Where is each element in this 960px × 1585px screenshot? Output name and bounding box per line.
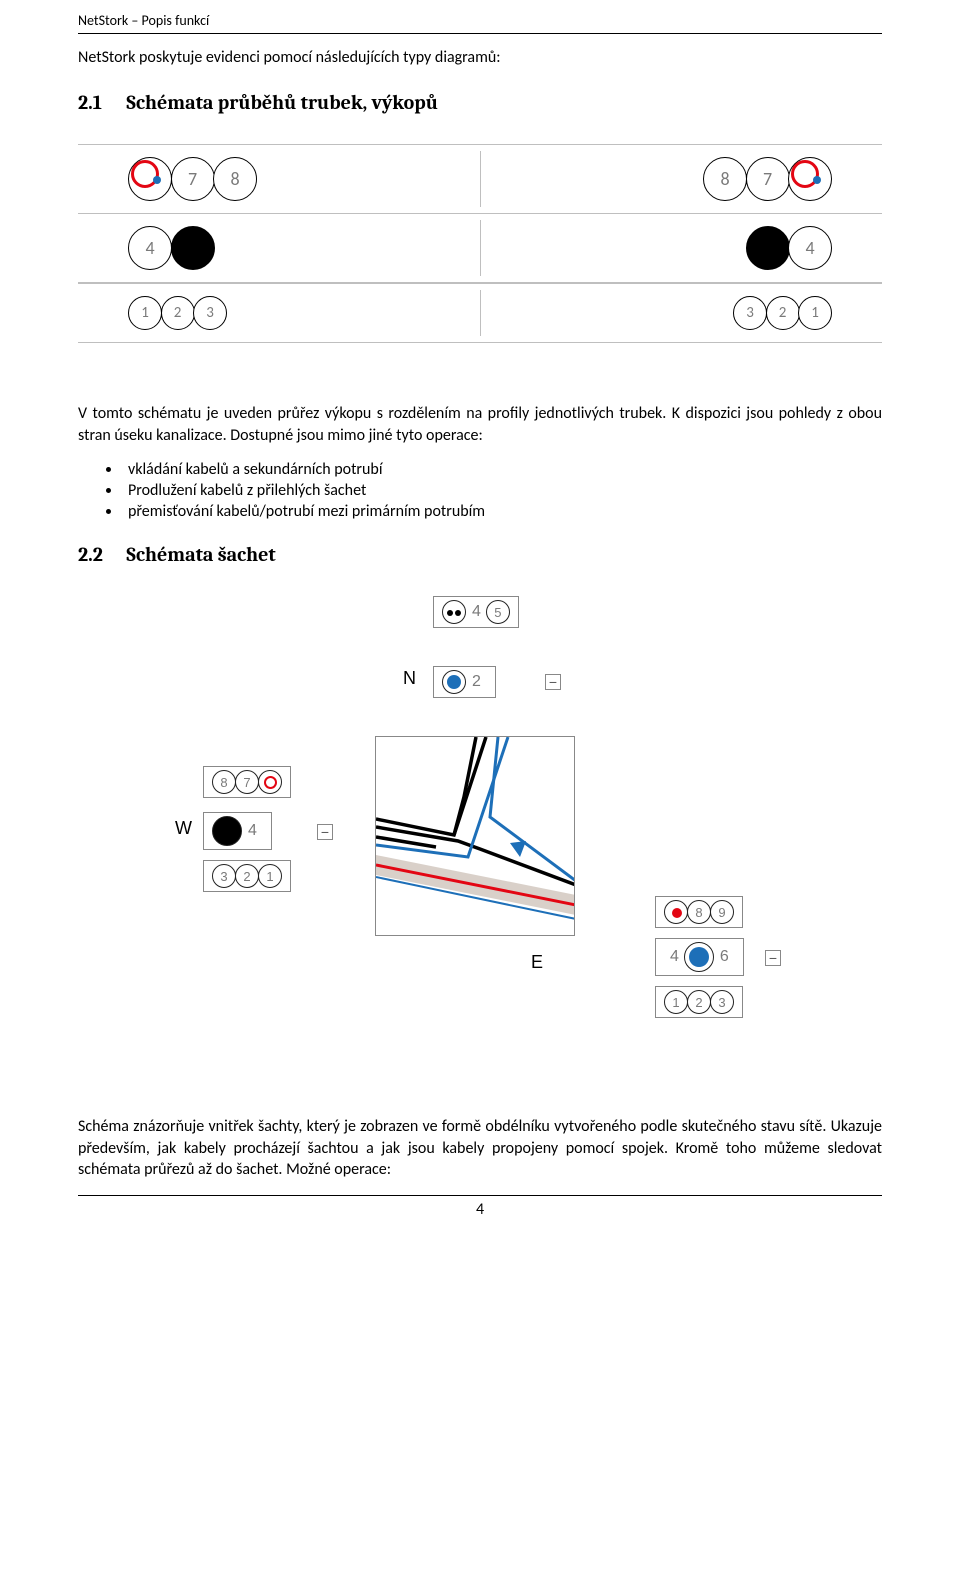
pipe-circle: 8 [703,157,747,201]
direction-label: N [403,668,416,689]
paragraph-2-2: Schéma znázorňuje vnitřek šachty, který … [78,1116,882,1181]
page-number: 4 [78,1195,882,1219]
collapse-icon[interactable]: − [545,674,561,690]
cross-section-panel: 46 [655,938,744,976]
heading-number: 2.2 [78,543,122,566]
pipe-cross-section-diagram: 788744123321 [78,144,882,343]
cross-section-panel: 123 [655,986,743,1018]
paragraph-2-1: V tomto schématu je uveden průřez výkopu… [78,403,882,446]
pipe-circle: 2 [161,296,195,330]
manhole-center-view [375,736,575,936]
heading-2-2: 2.2 Schémata šachet [78,543,882,566]
heading-title: Schémata průběhů trubek, výkopů [126,91,438,114]
list-item: vkládání kabelů a sekundárních potrubí [122,460,882,479]
bullet-list-2-1: vkládání kabelů a sekundárních potrubí P… [122,460,882,521]
pipe-circle: 1 [128,296,162,330]
pipe-circle: 3 [193,296,227,330]
pipe-circle: 8 [213,157,257,201]
manhole-schematic-diagram: 45 2 − N 87 4 321 − W 89 46 123 − E [175,596,785,1066]
cross-section-panel: 45 [433,596,519,628]
pipe-circle: 4 [788,226,832,270]
direction-label: E [531,952,543,973]
collapse-icon[interactable]: − [765,950,781,966]
pipe-circle [171,226,215,270]
pipe-circle: 7 [171,157,215,201]
heading-title: Schémata šachet [126,543,275,566]
pipe-circle [788,157,832,201]
heading-number: 2.1 [78,91,122,114]
pipe-circle: 3 [733,296,767,330]
pipe-circle: 4 [128,226,172,270]
intro-paragraph: NetStork poskytuje evidenci pomocí násle… [78,48,882,67]
pipe-circle [746,226,790,270]
cross-section-panel: 4 [203,812,272,850]
direction-label: W [175,818,192,839]
pipe-circle: 2 [766,296,800,330]
cross-section-panel: 2 [433,666,496,698]
document-header: NetStork – Popis funkcí [78,12,882,34]
cross-section-panel: 87 [203,766,291,798]
list-item: Prodlužení kabelů z přilehlých šachet [122,481,882,500]
pipe-circle: 1 [798,296,832,330]
list-item: přemisťování kabelů/potrubí mezi primárn… [122,502,882,521]
cross-section-panel: 89 [655,896,743,928]
heading-2-1: 2.1 Schémata průběhů trubek, výkopů [78,91,882,114]
collapse-icon[interactable]: − [317,824,333,840]
pipe-circle: 7 [746,157,790,201]
pipe-circle [128,157,172,201]
cross-section-panel: 321 [203,860,291,892]
